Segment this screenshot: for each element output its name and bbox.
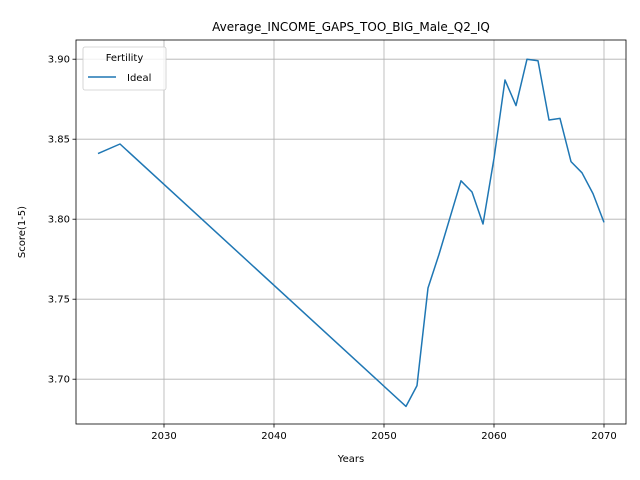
y-tick-label: 3.90 — [48, 55, 70, 66]
x-tick-label: 2050 — [371, 431, 396, 442]
y-tick-label: 3.70 — [48, 375, 70, 386]
y-tick-label: 3.85 — [48, 135, 70, 146]
y-axis-label: Score(1-5) — [17, 206, 28, 258]
axes-frame — [75, 39, 627, 425]
legend-title: Fertility — [106, 53, 144, 64]
x-tick-label: 2040 — [261, 431, 286, 442]
gridlines — [76, 40, 626, 424]
y-tick-label: 3.80 — [48, 215, 70, 226]
ticks: 2030 2040 2050 2060 2070 3.70 3.75 3.80 3.85 3.90 — [48, 55, 617, 442]
legend-box — [82, 46, 167, 91]
chart-title: Average_INCOME_GAPS_TOO_BIG_Male_Q2_IQ — [212, 20, 490, 34]
series-layer — [97, 58, 605, 408]
x-axis-label: Years — [337, 454, 364, 465]
legend: Fertility Ideal — [82, 46, 167, 91]
series-line-ideal — [97, 58, 605, 408]
x-tick-label: 2060 — [481, 431, 506, 442]
legend-entry-ideal: Ideal — [127, 73, 151, 84]
x-tick-label: 2070 — [591, 431, 616, 442]
x-tick-label: 2030 — [151, 431, 176, 442]
y-tick-label: 3.75 — [48, 295, 70, 306]
